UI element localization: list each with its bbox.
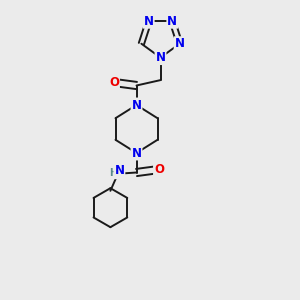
Text: N: N [144,15,154,28]
Text: N: N [114,164,124,177]
Text: O: O [109,76,119,89]
Text: N: N [155,51,166,64]
Text: N: N [131,98,142,112]
Text: O: O [154,163,164,176]
Text: N: N [131,146,142,160]
Text: N: N [167,15,177,28]
Text: H: H [109,168,118,178]
Text: N: N [175,37,184,50]
